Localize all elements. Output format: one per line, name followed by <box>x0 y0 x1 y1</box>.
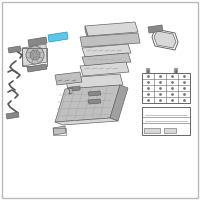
Polygon shape <box>88 91 101 96</box>
Polygon shape <box>110 85 128 121</box>
Polygon shape <box>154 31 176 48</box>
Polygon shape <box>55 72 82 85</box>
Polygon shape <box>80 33 140 47</box>
Polygon shape <box>53 126 66 135</box>
Circle shape <box>26 46 44 64</box>
Polygon shape <box>82 44 131 57</box>
Polygon shape <box>85 22 138 36</box>
Polygon shape <box>55 118 118 125</box>
FancyBboxPatch shape <box>142 107 190 135</box>
FancyBboxPatch shape <box>144 128 160 133</box>
Polygon shape <box>48 32 68 42</box>
Polygon shape <box>8 46 21 53</box>
Polygon shape <box>65 74 123 89</box>
Polygon shape <box>72 86 80 91</box>
Polygon shape <box>88 99 101 104</box>
FancyBboxPatch shape <box>142 73 190 103</box>
Polygon shape <box>85 26 88 40</box>
Polygon shape <box>6 112 19 119</box>
Polygon shape <box>28 37 47 46</box>
Polygon shape <box>82 53 131 66</box>
Polygon shape <box>55 85 120 122</box>
Polygon shape <box>27 64 47 72</box>
Polygon shape <box>148 25 163 33</box>
Circle shape <box>30 50 40 60</box>
Polygon shape <box>22 44 47 66</box>
Polygon shape <box>80 62 129 76</box>
FancyBboxPatch shape <box>164 128 176 133</box>
